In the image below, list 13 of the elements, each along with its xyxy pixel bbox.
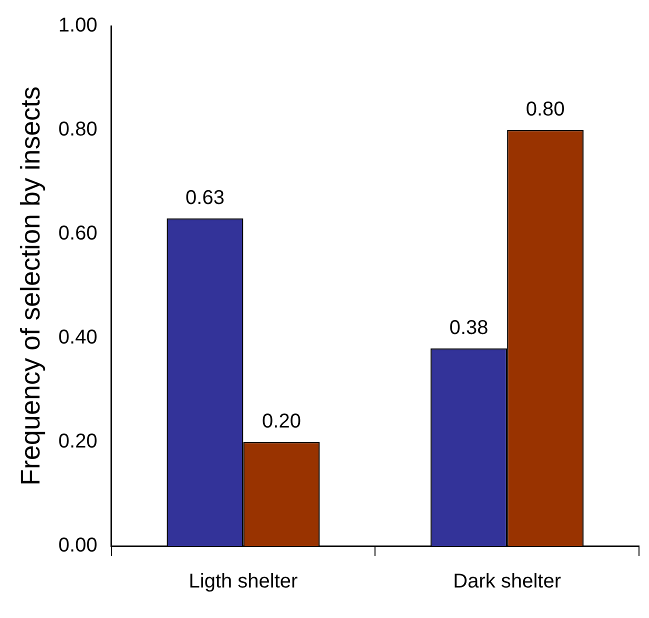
data-label: 0.20 bbox=[262, 410, 301, 433]
data-label: 0.80 bbox=[526, 98, 565, 121]
y-tick-label: 0.20 bbox=[58, 430, 98, 453]
y-tick-label: 0.80 bbox=[58, 118, 98, 141]
y-axis-title: Frequency of selection by insects bbox=[16, 86, 46, 486]
y-tick-label: 0.00 bbox=[58, 534, 98, 557]
data-label: 0.63 bbox=[186, 186, 224, 209]
y-tick-label: 0.60 bbox=[58, 222, 98, 245]
y-tick-label: 0.40 bbox=[58, 326, 98, 349]
x-tick-label: Ligth shelter bbox=[188, 570, 298, 593]
data-label: 0.38 bbox=[449, 316, 488, 339]
y-tick-label: 1.00 bbox=[58, 14, 98, 37]
x-tick-label: Dark shelter bbox=[453, 570, 562, 593]
